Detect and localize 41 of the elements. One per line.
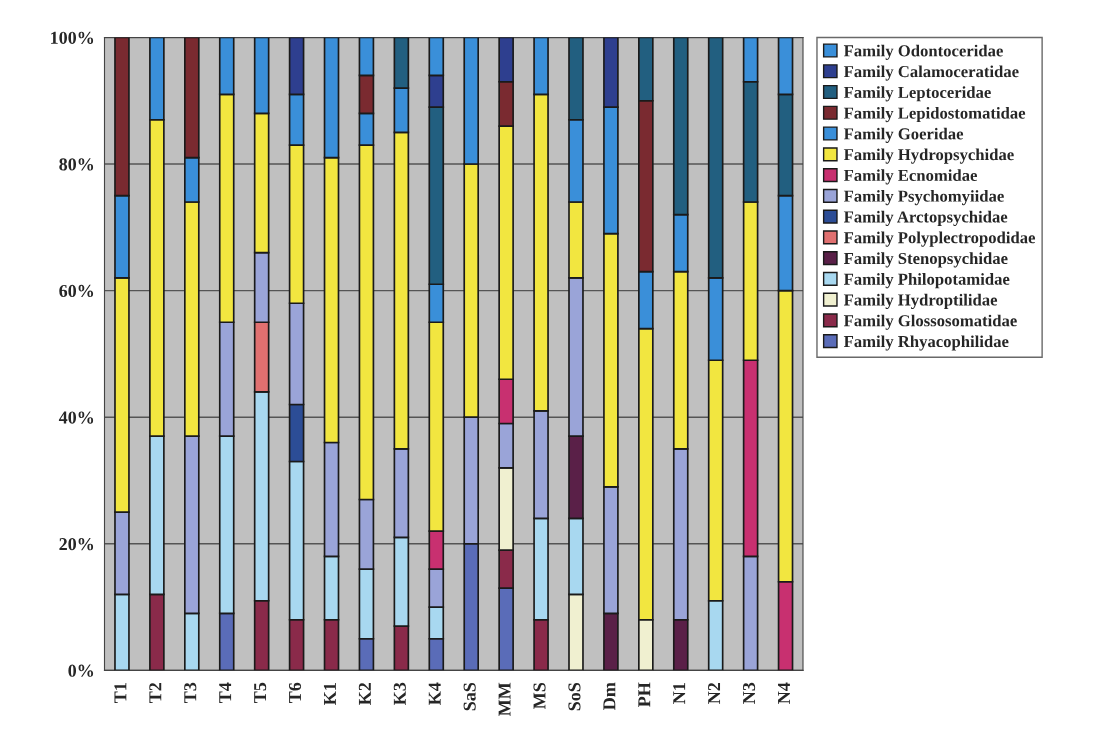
legend-label: Family Hydropsychidae bbox=[843, 148, 1014, 164]
legend-label: Family Stenopsychidae bbox=[843, 252, 1008, 268]
legend-label: Family Goeridae bbox=[843, 127, 964, 143]
legend-label: Family Odontoceridae bbox=[843, 44, 1003, 60]
x-tick-label: Dm bbox=[603, 682, 616, 710]
legend-label: Family Philopotamidae bbox=[843, 273, 1010, 289]
x-tick-label: N2 bbox=[708, 682, 721, 704]
legend-label: Family Hydroptilidae bbox=[843, 293, 998, 310]
x-tick-label: N4 bbox=[777, 682, 790, 704]
legend-label: Family Glossosomatidae bbox=[843, 314, 1017, 330]
x-tick-label: T2 bbox=[149, 682, 162, 703]
x-tick-label: K1 bbox=[323, 683, 336, 705]
y-tick-label: 60% bbox=[59, 284, 94, 298]
legend-label: Family Polyplectropodidae bbox=[843, 231, 1036, 247]
x-tick-label: T5 bbox=[254, 682, 267, 703]
y-tick-label: 0% bbox=[68, 664, 94, 677]
x-tick-label: T3 bbox=[184, 682, 197, 703]
x-tick-label: T1 bbox=[114, 683, 127, 703]
legend-label: Family Arctopsychidae bbox=[843, 210, 1008, 226]
x-tick-label: K3 bbox=[393, 682, 406, 705]
y-tick-label: 80% bbox=[59, 158, 94, 171]
x-tick-label: K4 bbox=[428, 682, 441, 705]
legend-label: Family Rhyacophilidae bbox=[843, 335, 1009, 351]
x-tick-label: K2 bbox=[358, 682, 371, 705]
legend-label: Family Calamoceratidae bbox=[843, 65, 1019, 81]
legend-label: Family Lepidostomatidae bbox=[843, 107, 1026, 123]
legend-label: Family Ecnomidae bbox=[843, 169, 977, 185]
x-tick-label: SaS bbox=[463, 682, 476, 711]
x-tick-label: MM bbox=[498, 682, 511, 716]
x-tick-label: T4 bbox=[219, 682, 232, 703]
x-tick-label: N1 bbox=[673, 683, 686, 704]
x-tick-label: PH bbox=[638, 682, 651, 707]
legend-label: Family Psychomyiidae bbox=[843, 190, 1004, 206]
x-tick-label: MS bbox=[533, 682, 546, 709]
y-tick-label: 20% bbox=[59, 538, 94, 551]
x-tick-label: T6 bbox=[288, 682, 302, 703]
y-tick-label: 100% bbox=[51, 31, 94, 44]
legend-label: Family Leptoceridae bbox=[843, 86, 991, 102]
y-tick-label: 40% bbox=[58, 411, 94, 424]
x-tick-label: SoS bbox=[568, 682, 581, 711]
x-tick-label: N3 bbox=[743, 682, 756, 704]
